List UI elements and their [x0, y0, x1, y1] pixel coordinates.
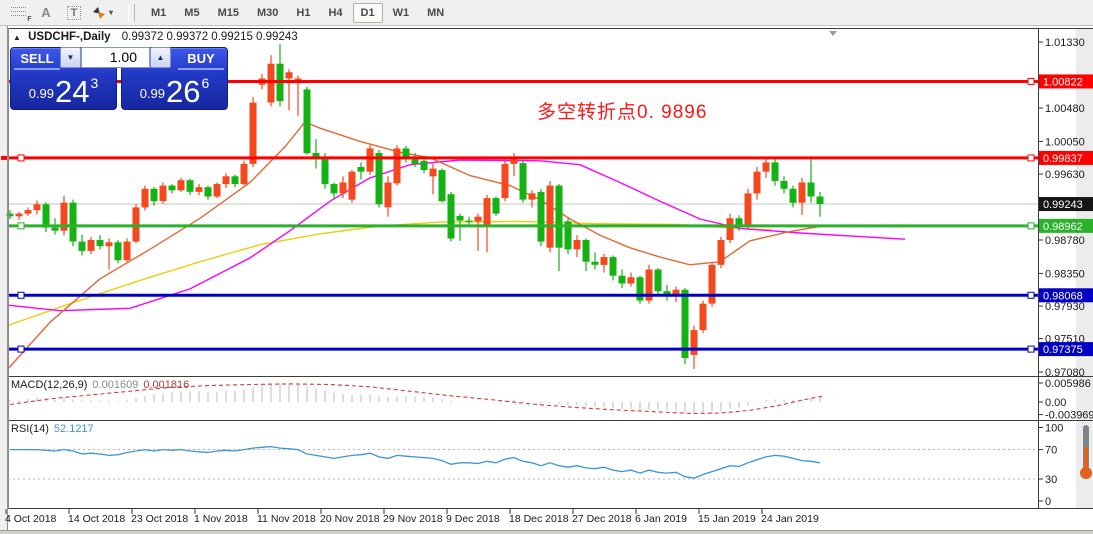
svg-text:0.99837: 0.99837 — [1043, 153, 1083, 165]
svg-text:0.99630: 0.99630 — [1045, 169, 1085, 181]
volume-decrease-button[interactable]: ▼ — [60, 47, 81, 68]
timeframe-w1[interactable]: W1 — [385, 3, 418, 23]
diagonal-arrows-icon — [92, 6, 105, 19]
svg-text:100: 100 — [1045, 423, 1063, 435]
ma-mid-magenta — [7, 159, 906, 312]
text-label-icon[interactable]: T — [62, 3, 86, 23]
svg-text:9 Dec 2018: 9 Dec 2018 — [446, 513, 500, 525]
svg-text:0.97375: 0.97375 — [1043, 344, 1083, 356]
timeframe-m15[interactable]: M15 — [210, 3, 247, 23]
svg-text:0.97930: 0.97930 — [1045, 301, 1085, 313]
chevron-down-icon[interactable]: ▾ — [108, 8, 113, 17]
svg-text:1.00050: 1.00050 — [1045, 136, 1085, 148]
svg-text:4 Oct 2018: 4 Oct 2018 — [5, 513, 57, 525]
svg-text:27 Dec 2018: 27 Dec 2018 — [572, 513, 632, 525]
svg-text:20 Nov 2018: 20 Nov 2018 — [320, 513, 380, 525]
sell-price: 0.99 24 3 — [28, 73, 99, 109]
toolbar-grip[interactable] — [128, 3, 135, 22]
collapse-triangle-icon[interactable]: ▲ — [13, 33, 21, 42]
svg-text:0.98068: 0.98068 — [1043, 290, 1083, 302]
svg-text:0.97080: 0.97080 — [1045, 367, 1085, 379]
chart-annotation-text: 多空转折点0. 9896 — [537, 102, 708, 123]
svg-text:15 Jan 2019: 15 Jan 2019 — [698, 513, 756, 525]
svg-text:6 Jan 2019: 6 Jan 2019 — [635, 513, 687, 525]
svg-text:24 Jan 2019: 24 Jan 2019 — [761, 513, 819, 525]
chart-title: ▲ USDCHF-,Daily 0.99372 0.99372 0.99215 … — [13, 31, 298, 43]
timeframe-m5[interactable]: M5 — [176, 3, 207, 23]
volume-input[interactable]: 1.00 — [81, 47, 150, 68]
thermometer-mercury — [1084, 447, 1088, 471]
timeframe-m1[interactable]: M1 — [143, 3, 174, 23]
timeframe-d1[interactable]: D1 — [352, 2, 383, 23]
svg-text:70: 70 — [1045, 445, 1057, 457]
svg-text:0: 0 — [1045, 496, 1051, 508]
svg-text:0.99243: 0.99243 — [1043, 199, 1083, 211]
svg-text:0.00: 0.00 — [1045, 397, 1066, 409]
buy-price: 0.99 26 6 — [139, 73, 210, 109]
svg-text:0.98350: 0.98350 — [1045, 268, 1085, 280]
svg-text:-0.003969: -0.003969 — [1045, 410, 1093, 422]
volume-increase-button[interactable]: ▲ — [150, 47, 171, 68]
svg-text:1.00822: 1.00822 — [1043, 76, 1083, 88]
sell-label: SELL — [14, 51, 60, 70]
svg-text:0.98962: 0.98962 — [1043, 221, 1083, 233]
timeframe-h1[interactable]: H1 — [288, 3, 318, 23]
svg-text:18 Dec 2018: 18 Dec 2018 — [509, 513, 569, 525]
indicator-grid-icon[interactable]: F — [6, 3, 32, 23]
text-annotation-icon[interactable]: A — [41, 5, 51, 20]
rsi-indicator-label: RSI(14) 52.1217 — [11, 423, 94, 435]
svg-text:1.00480: 1.00480 — [1045, 103, 1085, 115]
thermometer-bulb — [1080, 467, 1092, 479]
macd-indicator-label: MACD(12,26,9) 0.001609 0.001816 — [11, 379, 190, 391]
timeframe-h4[interactable]: H4 — [320, 3, 350, 23]
svg-text:0.005986: 0.005986 — [1045, 378, 1091, 390]
symbol-name: USDCHF-,Daily — [28, 31, 111, 43]
timeframe-m30[interactable]: M30 — [249, 3, 286, 23]
thermometer-icon — [1079, 425, 1093, 481]
svg-text:0.98780: 0.98780 — [1045, 235, 1085, 247]
svg-text:29 Nov 2018: 29 Nov 2018 — [383, 513, 443, 525]
svg-text:23 Oct 2018: 23 Oct 2018 — [131, 513, 188, 525]
ma-fast-orange — [7, 121, 823, 370]
arrows-tool-icon[interactable]: ▾ — [90, 3, 114, 23]
timeframe-mn[interactable]: MN — [419, 3, 452, 23]
buy-label: BUY — [178, 51, 224, 70]
toolbar: F A T ▾ M1 M5 M15 M30 H1 H4 D1 W1 MN — [0, 0, 1093, 26]
svg-text:11 Nov 2018: 11 Nov 2018 — [257, 513, 316, 525]
svg-text:1 Nov 2018: 1 Nov 2018 — [194, 513, 248, 525]
one-click-trade-panel: SELL 0.99 24 3 BUY 0.99 26 6 ▼ 1.00 ▲ — [10, 47, 228, 110]
svg-text:1.01330: 1.01330 — [1045, 37, 1085, 49]
svg-text:30: 30 — [1045, 474, 1057, 486]
svg-text:14 Oct 2018: 14 Oct 2018 — [68, 513, 125, 525]
ohlc-values: 0.99372 0.99372 0.99215 0.99243 — [121, 31, 298, 43]
